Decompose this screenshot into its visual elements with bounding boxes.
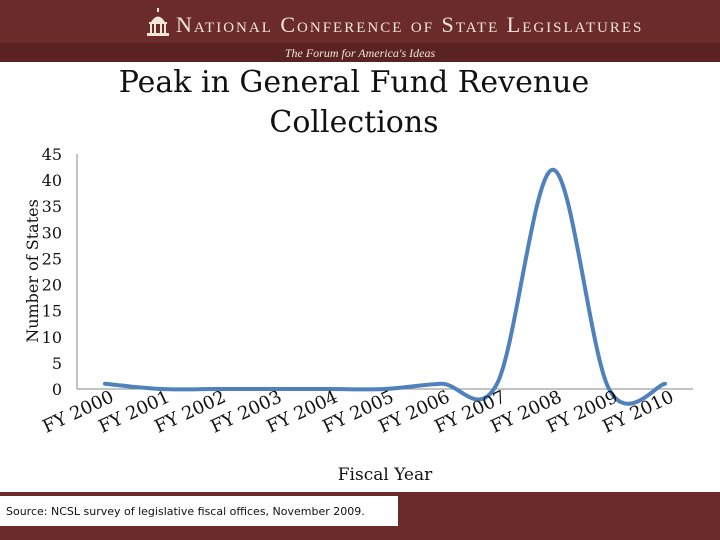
series-line: [103, 167, 667, 406]
capitol-dome-icon: [147, 8, 169, 36]
y-tick-label: 25: [42, 249, 62, 268]
tagline: The Forum for America's Ideas: [284, 46, 436, 60]
y-tick-label: 45: [42, 145, 62, 164]
source-box: [0, 496, 398, 526]
y-tick-label: 10: [42, 328, 62, 347]
source-note: Source: NCSL survey of legislative fisca…: [6, 505, 365, 518]
y-tick-label: 30: [42, 223, 62, 242]
y-tick-label: 0: [52, 380, 62, 399]
y-tick-label: 15: [42, 302, 62, 321]
chart-title-line-1: Peak in General Fund Revenue: [119, 65, 589, 100]
y-tick-label: 35: [42, 197, 62, 216]
chart-title-line-2: Collections: [269, 105, 438, 140]
line-chart: Peak in General Fund Revenue Collections…: [23, 65, 693, 485]
y-tick-label: 5: [52, 354, 62, 373]
header-band: [0, 43, 720, 62]
y-tick-label: 20: [42, 276, 62, 295]
y-tick-label: 40: [42, 171, 62, 190]
x-axis-label: Fiscal Year: [338, 465, 433, 485]
y-axis-label: Number of States: [23, 199, 42, 343]
org-name: National Conference of State Legislature…: [176, 12, 644, 37]
